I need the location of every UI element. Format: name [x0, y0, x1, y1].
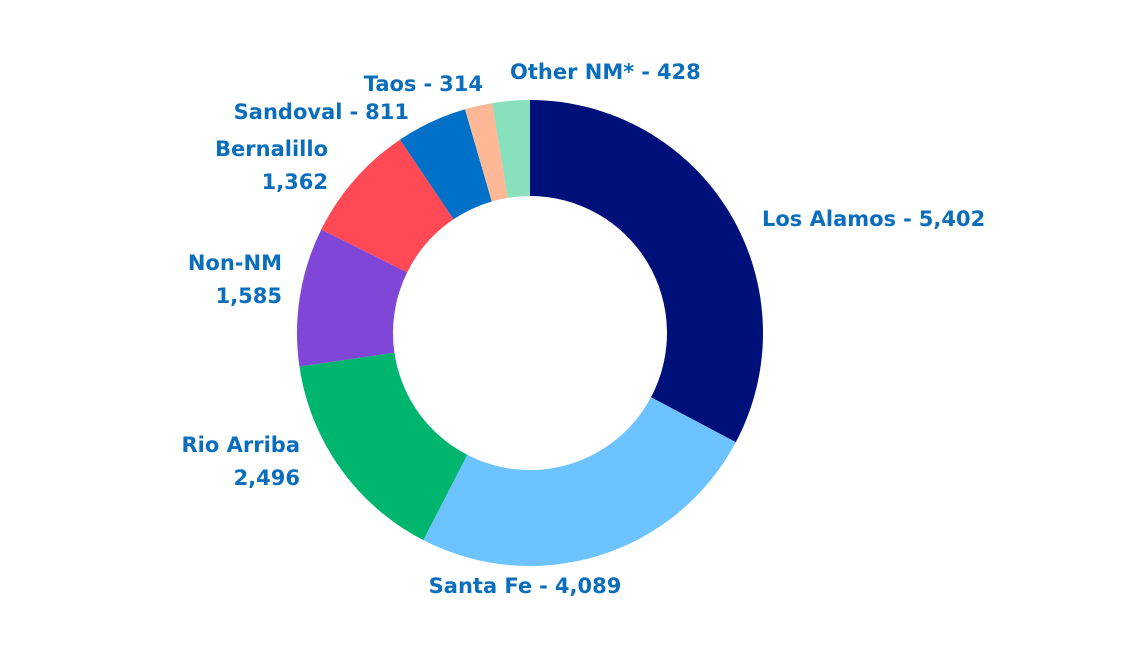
- value-label: 1,362: [262, 170, 328, 194]
- separator: -: [539, 574, 548, 598]
- donut-slice: [464, 103, 508, 202]
- value-label: 428: [657, 60, 701, 84]
- donut-slice: [299, 352, 468, 541]
- donut-slice: [321, 139, 454, 273]
- category-name: Taos: [364, 72, 417, 96]
- separator: -: [423, 72, 432, 96]
- value-label: 314: [439, 72, 483, 96]
- slice-label: Taos -314: [364, 72, 483, 96]
- donut-slice: [492, 100, 530, 198]
- separator: -: [349, 100, 358, 124]
- category-name: Bernalillo: [215, 137, 328, 161]
- slice-label: Sandoval -811: [234, 100, 409, 124]
- category-name: Non-NM: [188, 251, 282, 275]
- category-name: Sandoval: [234, 100, 343, 124]
- donut-slice: [423, 397, 736, 567]
- value-label: 811: [365, 100, 409, 124]
- donut-slice: [530, 100, 763, 443]
- separator: -: [903, 207, 912, 231]
- donut-slice: [400, 109, 492, 220]
- slice-label: Other NM* -428: [510, 60, 701, 84]
- category-name: Other NM*: [510, 60, 634, 84]
- value-label: 5,402: [919, 207, 985, 231]
- slice-label: Non-NM 1,585: [188, 251, 282, 308]
- slice-label: Los Alamos -5,402: [762, 207, 985, 231]
- separator: -: [641, 60, 650, 84]
- value-label: 4,089: [555, 574, 621, 598]
- slice-label: Rio Arriba 2,496: [182, 433, 300, 490]
- value-label: 1,585: [216, 284, 282, 308]
- category-name: Rio Arriba: [182, 433, 300, 457]
- slice-label: Bernalillo 1,362: [215, 137, 328, 194]
- category-name: Santa Fe: [429, 574, 533, 598]
- donut-slice: [297, 229, 408, 367]
- slice-label: Santa Fe -4,089: [429, 574, 622, 598]
- value-label: 2,496: [234, 466, 300, 490]
- category-name: Los Alamos: [762, 207, 896, 231]
